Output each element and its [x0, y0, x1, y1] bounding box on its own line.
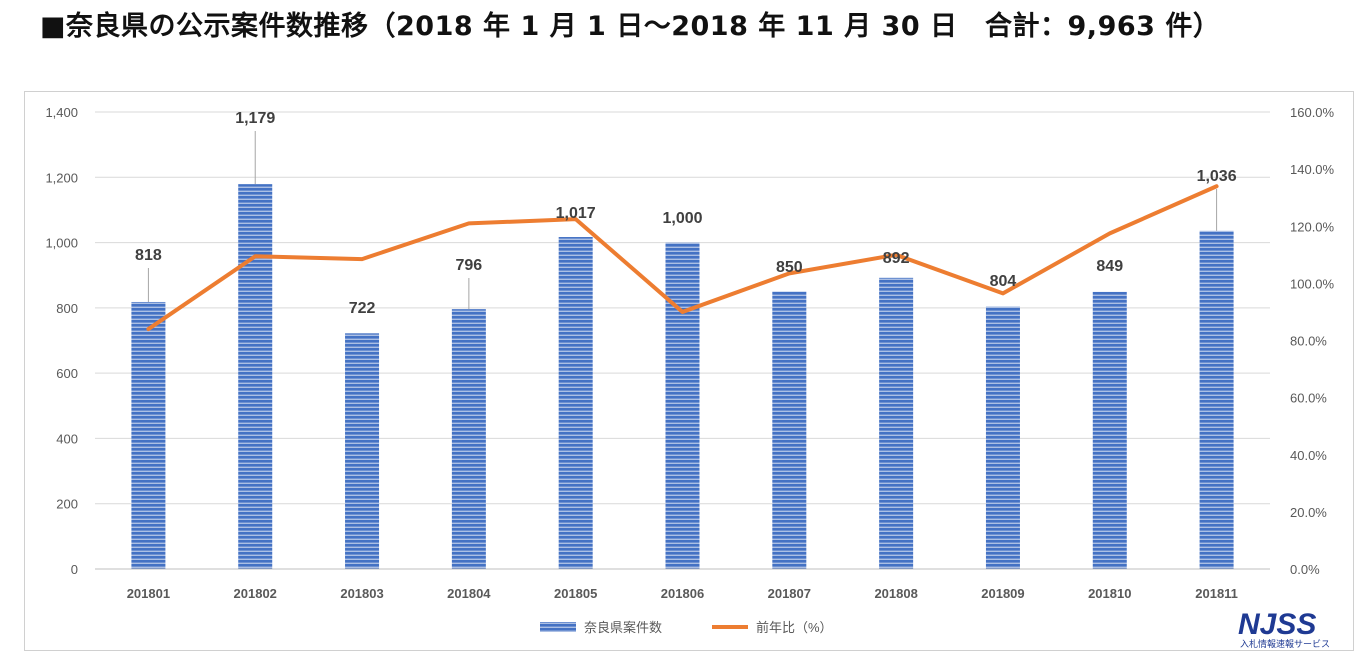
data-label: 849: [1096, 258, 1123, 275]
x-tick-label: 201811: [1195, 586, 1238, 601]
bar: [558, 237, 593, 569]
bar: [665, 242, 700, 570]
data-label: 892: [883, 250, 910, 267]
data-label: 722: [349, 300, 376, 317]
line-layer: [146, 184, 1219, 332]
logo-subtitle: 入札情報速報サービス: [1240, 638, 1330, 648]
y-right-tick-label: 140.0%: [1290, 162, 1335, 177]
leader-layer: [147, 131, 1218, 310]
data-label: 1,179: [235, 110, 275, 127]
y-left-tick-label: 200: [56, 497, 78, 512]
legend-swatch-bar: [540, 622, 576, 632]
bar: [345, 333, 380, 569]
y-left-tick-label: 0: [71, 562, 78, 577]
y-right-tick-label: 120.0%: [1290, 219, 1335, 234]
y-right-tick-label: 80.0%: [1290, 334, 1327, 349]
x-tick-label: 201806: [661, 586, 704, 601]
bar: [451, 309, 486, 569]
chart-frame: [24, 91, 1354, 651]
data-label: 804: [990, 273, 1017, 290]
y-right-tick-label: 60.0%: [1290, 391, 1327, 406]
bar-layer: [131, 184, 1234, 570]
x-tick-label: 201802: [234, 586, 277, 601]
y-left-tick-label: 600: [56, 366, 78, 381]
njss-logo: NJSS 入札情報速報サービス: [1232, 604, 1352, 650]
bar: [879, 277, 914, 569]
y-left-tick-label: 800: [56, 301, 78, 316]
legend-label-bar: 奈良県案件数: [584, 620, 662, 635]
y-left-tick-label: 1,200: [45, 170, 78, 185]
logo-text: NJSS: [1238, 608, 1316, 641]
y-right-tick-label: 100.0%: [1290, 276, 1335, 291]
bar: [1092, 291, 1127, 569]
x-tick-label: 201809: [981, 586, 1024, 601]
data-label: 796: [456, 257, 483, 274]
bar: [772, 291, 807, 569]
legend-label-line: 前年比（%）: [756, 620, 833, 635]
y-left-tick-label: 1,400: [45, 105, 78, 120]
x-tick-label: 201810: [1088, 586, 1131, 601]
bar: [1199, 230, 1234, 569]
x-tick-label: 201805: [554, 586, 597, 601]
y-right-tick-label: 0.0%: [1290, 562, 1320, 577]
x-tick-label: 201801: [127, 586, 170, 601]
legend: 奈良県案件数 前年比（%）: [540, 620, 833, 635]
data-label: 850: [776, 259, 803, 276]
y-right-tick-label: 20.0%: [1290, 505, 1327, 520]
bar: [131, 301, 166, 569]
data-label: 1,036: [1197, 168, 1237, 185]
bar: [985, 306, 1020, 569]
y-right-tick-label: 40.0%: [1290, 448, 1327, 463]
data-label-layer: 818 1,179 722 796 1,017 1,000 850 892 804 849 1,03…: [135, 110, 1237, 317]
x-tick-label: 201803: [340, 586, 383, 601]
data-label: 1,017: [556, 205, 596, 222]
x-tick-label: 201808: [874, 586, 917, 601]
y-left-tick-label: 1,000: [45, 236, 78, 251]
page-title: ■奈良県の公示案件数推移（2018 年 1 月 1 日〜2018 年 11 月 …: [40, 11, 1221, 42]
x-tick-label: 201804: [447, 586, 491, 601]
x-tick-label: 201807: [768, 586, 811, 601]
axis-layer: 0 200 400 600 800 1,000 1,200 1,400 0.0% 20.0% 40.…: [45, 105, 1334, 601]
bar: [238, 184, 273, 569]
data-label: 1,000: [662, 210, 702, 227]
data-label: 818: [135, 247, 162, 264]
y-right-tick-label: 160.0%: [1290, 105, 1335, 120]
y-left-tick-label: 400: [56, 431, 78, 446]
